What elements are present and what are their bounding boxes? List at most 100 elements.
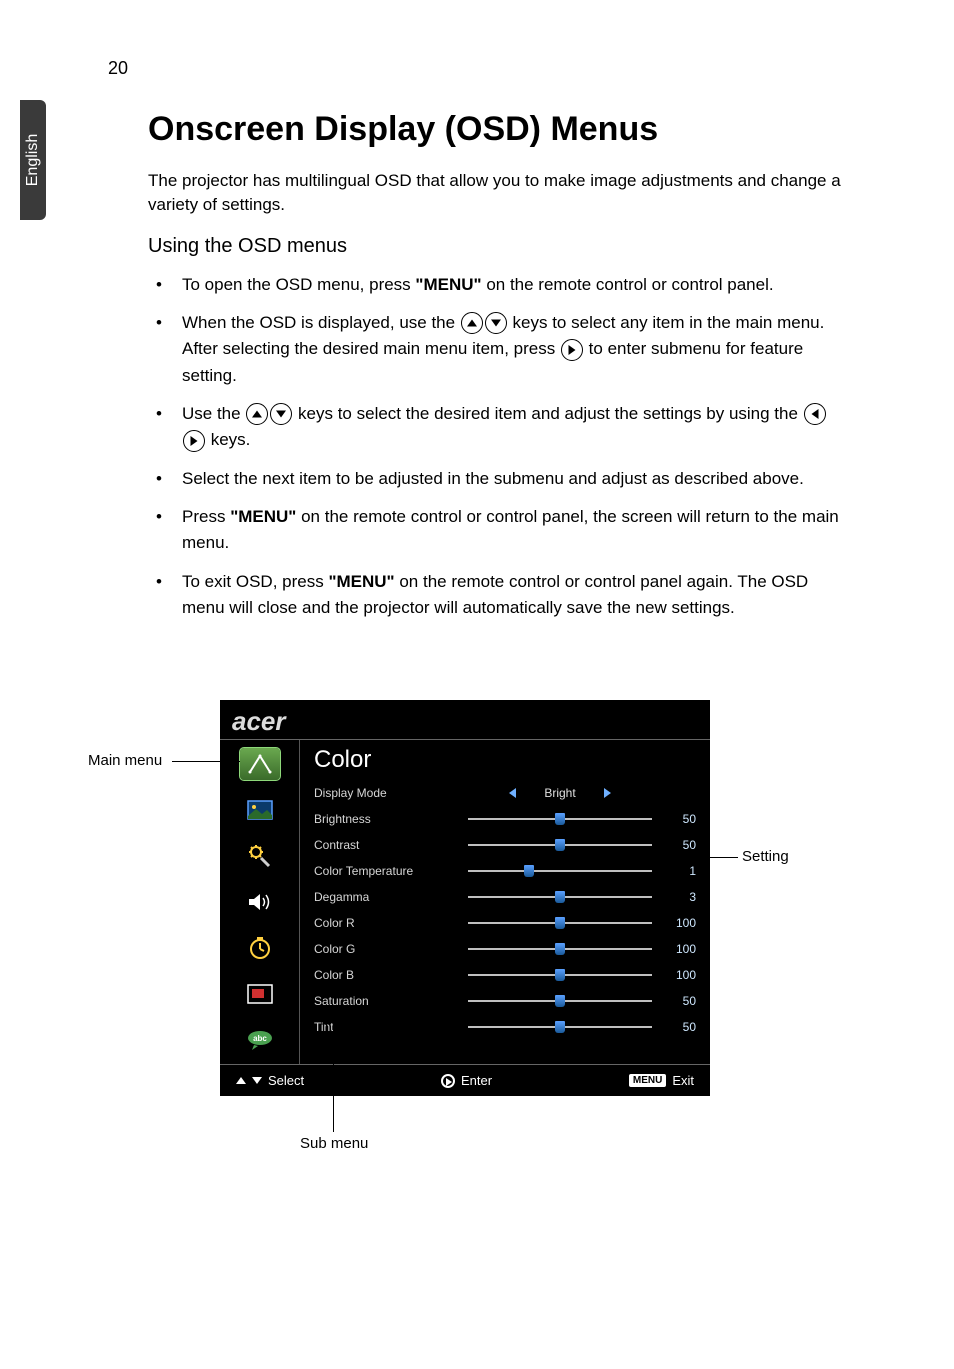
speaker-icon — [247, 892, 273, 912]
osd-item-row[interactable]: Color Temperature 1 — [314, 858, 696, 884]
callout-sub-menu: Sub menu — [300, 1135, 368, 1152]
osd-item-label: Color Temperature — [314, 864, 464, 878]
osd-item-control — [464, 818, 656, 820]
osd-item-label: Color B — [314, 968, 464, 982]
text: To exit OSD, press — [182, 572, 328, 591]
osd-slider-thumb — [555, 1021, 565, 1033]
osd-slider[interactable] — [468, 896, 652, 898]
osd-item-row[interactable]: Contrast 50 — [314, 832, 696, 858]
osd-tab-language[interactable]: abc — [240, 1024, 280, 1056]
osd-item-value: 50 — [656, 812, 696, 826]
down-key-icon — [270, 403, 292, 425]
callout-line — [333, 1020, 334, 1132]
osd-submenu-title: Color — [314, 746, 696, 774]
osd-item-label: Saturation — [314, 994, 464, 1008]
osd-slider[interactable] — [468, 948, 652, 950]
osd-item-value: 100 — [656, 968, 696, 982]
osd-item-row[interactable]: Color B 100 — [314, 962, 696, 988]
osd-main-menu: abc — [220, 740, 300, 1064]
callout-line — [694, 857, 738, 858]
menu-badge: MENU — [629, 1074, 666, 1087]
image-icon — [247, 800, 273, 820]
page-number: 20 — [108, 58, 128, 79]
clock-icon — [248, 936, 272, 960]
osd-item-control — [464, 896, 656, 898]
osd-slider[interactable] — [468, 1026, 652, 1028]
osd-item-label: Display Mode — [314, 786, 464, 800]
osd-item-row[interactable]: Color R100 — [314, 910, 696, 936]
osd-select-value: Bright — [544, 786, 575, 800]
osd-item-control — [464, 1000, 656, 1002]
left-key-icon — [804, 403, 826, 425]
bullet-item: Select the next item to be adjusted in t… — [178, 466, 848, 492]
arrow-left-icon[interactable] — [509, 788, 516, 798]
text: keys. — [206, 430, 250, 449]
text: on the remote control or control panel. — [482, 275, 774, 294]
osd-item-value: 50 — [656, 838, 696, 852]
osd-tab-pip[interactable] — [240, 978, 280, 1010]
osd-item-label: Brightness — [314, 812, 464, 826]
osd-item-label: Color G — [314, 942, 464, 956]
color-icon — [247, 753, 273, 775]
page-content: Onscreen Display (OSD) Menus The project… — [148, 110, 848, 633]
callout-main-menu: Main menu — [88, 752, 162, 769]
osd-item-control: Bright — [464, 786, 656, 800]
osd-item-control — [464, 974, 656, 976]
osd-item-row[interactable]: Brightness 50 — [314, 806, 696, 832]
osd-submenu: Color Display ModeBrightBrightness50Cont… — [300, 740, 710, 1064]
osd-item-row[interactable]: Degamma 3 — [314, 884, 696, 910]
bullet-item: Press "MENU" on the remote control or co… — [178, 504, 848, 557]
osd-tab-audio[interactable] — [240, 886, 280, 918]
osd-item-label: Degamma — [314, 890, 464, 904]
osd-slider[interactable] — [468, 922, 652, 924]
osd-figure: acer — [220, 700, 710, 1096]
callout-line — [326, 1020, 340, 1021]
callout-line — [340, 1020, 341, 1062]
bullet-item: Use the keys to select the desired item … — [178, 401, 848, 454]
osd-footer: Select Enter MENU Exit — [220, 1065, 710, 1096]
osd-footer-select: Select — [236, 1073, 304, 1088]
osd-item-label: Contrast — [314, 838, 464, 852]
osd-item-value: 3 — [656, 890, 696, 904]
osd-slider-thumb — [555, 995, 565, 1007]
osd-item-row[interactable]: Display Mode Bright — [314, 780, 696, 806]
text: Press — [182, 507, 230, 526]
intro-paragraph: The projector has multilingual OSD that … — [148, 169, 848, 217]
osd-item-value: 50 — [656, 1020, 696, 1034]
osd-item-row[interactable]: Tint50 — [314, 1014, 696, 1040]
osd-item-control — [464, 1026, 656, 1028]
up-key-icon — [246, 403, 268, 425]
osd-footer-enter-label: Enter — [461, 1073, 492, 1088]
osd-slider-thumb — [555, 891, 565, 903]
arrow-right-icon[interactable] — [604, 788, 611, 798]
osd-item-row[interactable]: Saturation50 — [314, 988, 696, 1014]
menu-keyword: "MENU" — [230, 507, 296, 526]
osd-slider[interactable] — [468, 818, 652, 820]
osd-item-row[interactable]: Color G 100 — [314, 936, 696, 962]
osd-tab-color[interactable] — [240, 748, 280, 780]
osd-slider-thumb — [555, 813, 565, 825]
callout-line — [172, 761, 240, 762]
language-tab-label: English — [24, 134, 42, 186]
osd-slider[interactable] — [468, 974, 652, 976]
osd-body: abc Color Display Mode Bright Brightness 50… — [220, 739, 710, 1065]
enter-icon — [441, 1074, 455, 1088]
osd-tab-management[interactable] — [240, 840, 280, 872]
osd-tab-image[interactable] — [240, 794, 280, 826]
up-key-icon — [461, 312, 483, 334]
osd-footer-exit-label: Exit — [672, 1073, 694, 1088]
osd-slider[interactable] — [468, 870, 652, 872]
osd-item-value: 1 — [656, 864, 696, 878]
osd-item-value: 100 — [656, 916, 696, 930]
menu-keyword: "MENU" — [415, 275, 481, 294]
osd-slider[interactable] — [468, 1000, 652, 1002]
bullet-item: To exit OSD, press "MENU" on the remote … — [178, 569, 848, 622]
osd-item-control — [464, 844, 656, 846]
osd-footer-select-label: Select — [268, 1073, 304, 1088]
section-subheading: Using the OSD menus — [148, 235, 848, 258]
osd-item-value: 100 — [656, 942, 696, 956]
osd-tab-timer[interactable] — [240, 932, 280, 964]
right-key-icon — [183, 430, 205, 452]
osd-slider[interactable] — [468, 844, 652, 846]
osd-slider-thumb — [524, 865, 534, 877]
